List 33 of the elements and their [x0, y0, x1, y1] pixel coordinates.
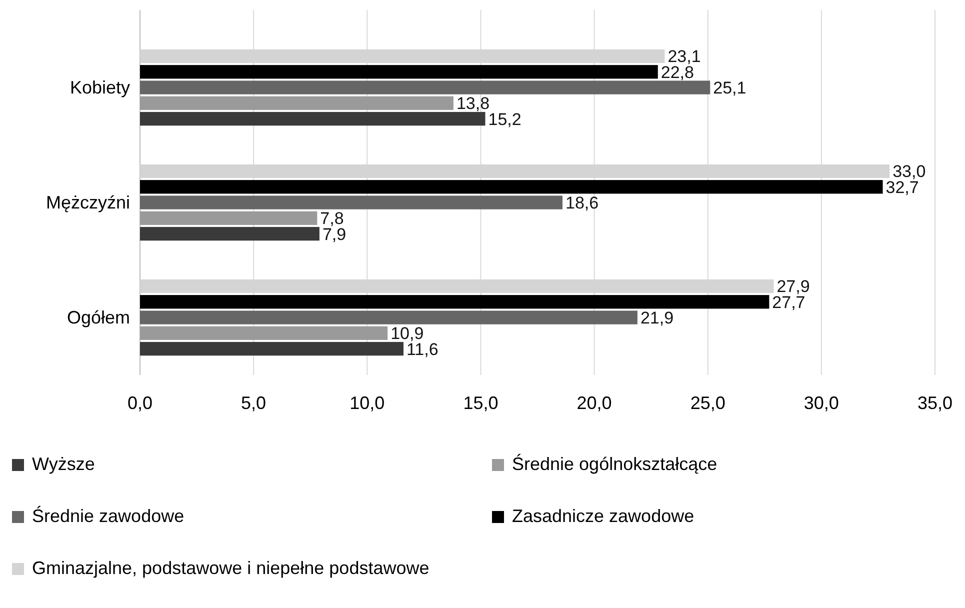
x-tick-label: 0,0 — [127, 393, 153, 413]
x-tick-label: 5,0 — [241, 393, 266, 413]
data-label: 21,9 — [640, 308, 674, 328]
bar — [140, 80, 710, 94]
bar — [140, 226, 320, 241]
y-tick-label: Mężczyźni — [46, 192, 130, 212]
bar — [140, 310, 638, 324]
bar — [140, 342, 404, 356]
bar — [140, 112, 486, 126]
legend-label: Średnie zawodowe — [32, 505, 184, 526]
bar — [140, 211, 318, 225]
legend-label: Gminazjalne, podstawowe i niepełne podstawowe — [32, 558, 430, 578]
x-tick-label: 30,0 — [804, 393, 839, 413]
bar — [140, 326, 388, 340]
x-tick-label: 10,0 — [350, 393, 385, 413]
x-tick-label: 20,0 — [576, 393, 612, 413]
bar — [140, 96, 454, 110]
y-tick-label: Ogółem — [66, 308, 130, 328]
legend-label: Wyższe — [32, 454, 95, 474]
x-tick-label: 25,0 — [690, 393, 726, 413]
bar — [140, 65, 658, 79]
x-tick-label: 15,0 — [463, 393, 498, 413]
legend-label: Średnie ogólnokształcące — [512, 453, 718, 474]
data-label: 25,1 — [713, 78, 746, 98]
bar — [140, 180, 883, 194]
data-label: 18,6 — [565, 194, 599, 212]
legend-label: Zasadnicze zawodowe — [512, 506, 694, 526]
bar — [140, 196, 562, 210]
data-label: 15,2 — [488, 110, 522, 129]
data-label: 13,8 — [456, 94, 490, 114]
y-tick-label: Kobiety — [70, 78, 130, 98]
x-tick-label: 35,0 — [917, 393, 953, 413]
bar — [140, 295, 770, 309]
